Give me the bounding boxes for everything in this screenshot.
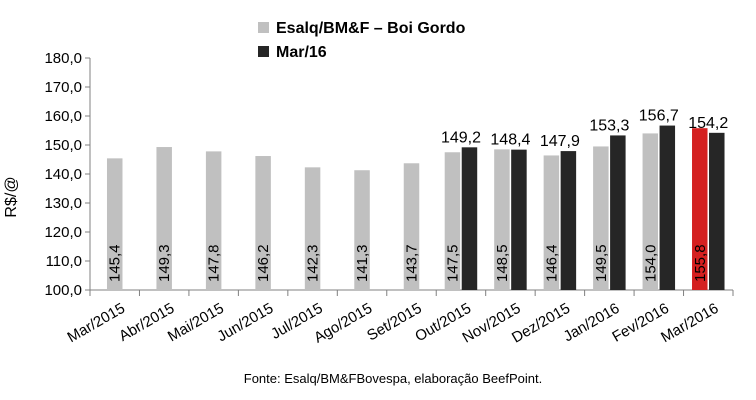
y-tick-label: 130,0 bbox=[44, 195, 82, 212]
data-label-series-2: 148,4 bbox=[490, 132, 530, 149]
bar-series-2 bbox=[610, 135, 626, 290]
source-note: Fonte: Esalq/BM&FBovespa, elaboração Bee… bbox=[244, 371, 542, 386]
x-tick-label: Jun/2015 bbox=[214, 300, 276, 346]
bar-series-1 bbox=[543, 155, 560, 290]
bar-series-2 bbox=[659, 125, 676, 290]
data-label-series-1: 148,5 bbox=[494, 244, 511, 282]
bar-series-1 bbox=[304, 167, 321, 290]
data-label-series-1: 149,5 bbox=[593, 244, 610, 282]
data-label-series-2: 156,7 bbox=[639, 108, 679, 125]
data-label-series-1: 147,8 bbox=[206, 244, 223, 282]
bar-series-1 bbox=[255, 156, 271, 290]
y-axis-label: R$/@ bbox=[3, 176, 20, 217]
y-tick-label: 170,0 bbox=[44, 79, 82, 96]
x-axis: Mar/2015Abr/2015Mai/2015Jun/2015Jul/2015… bbox=[65, 289, 734, 347]
data-label-series-1: 149,3 bbox=[156, 244, 173, 282]
bar-series-2 bbox=[709, 132, 725, 290]
legend-label-series-2: Mar/16 bbox=[276, 44, 327, 61]
data-label-series-2: 154,2 bbox=[688, 115, 728, 132]
y-tick-label: 100,0 bbox=[44, 282, 82, 299]
data-label-series-1: 141,3 bbox=[354, 244, 371, 282]
y-tick-label: 160,0 bbox=[44, 108, 82, 125]
x-tick-label: Mar/2016 bbox=[658, 300, 721, 346]
y-tick-label: 110,0 bbox=[46, 253, 82, 270]
data-label-series-1: 147,5 bbox=[444, 244, 461, 282]
data-label-series-2: 147,9 bbox=[540, 133, 580, 150]
y-tick-label: 140,0 bbox=[44, 166, 82, 183]
data-label-series-1: 142,3 bbox=[305, 244, 322, 282]
data-label-series-2: 149,2 bbox=[441, 129, 481, 146]
bar-series-1 bbox=[403, 163, 420, 290]
data-label-series-1: 145,4 bbox=[107, 244, 124, 282]
data-label-series-2: 153,3 bbox=[589, 117, 629, 134]
bar-series-2 bbox=[511, 149, 527, 290]
data-labels: 145,4 149,3 147,8 146,2 142,3 141,3 143,7 147,5… bbox=[107, 108, 729, 282]
legend-swatch-series-1 bbox=[258, 22, 269, 33]
data-label-series-1: 155,8 bbox=[692, 244, 709, 282]
bar-series-1 bbox=[444, 152, 461, 290]
bar-series-1 bbox=[354, 170, 370, 290]
bar-series-1 bbox=[156, 147, 172, 290]
bar-series-2 bbox=[461, 147, 478, 290]
bars bbox=[106, 125, 725, 290]
legend-swatch-series-2 bbox=[258, 46, 269, 57]
bar-series-1 bbox=[692, 128, 708, 290]
bar-series-1 bbox=[106, 158, 123, 290]
legend-label-series-1: Esalq/BM&F – Boi Gordo bbox=[276, 20, 466, 37]
data-label-series-1: 146,4 bbox=[543, 244, 560, 282]
bar-series-1 bbox=[642, 133, 659, 290]
bar-series-1 bbox=[205, 151, 222, 290]
data-label-series-1: 154,0 bbox=[642, 244, 659, 282]
y-tick-label: 150,0 bbox=[44, 137, 82, 154]
bar-series-2 bbox=[560, 151, 577, 290]
y-axis: 100,0 110,0 120,0 130,0 140,0 150,0 160,0 170,0… bbox=[44, 50, 91, 299]
x-tick-label: Mai/2015 bbox=[165, 300, 227, 346]
data-label-series-1: 146,2 bbox=[255, 244, 272, 282]
y-tick-label: 120,0 bbox=[44, 224, 82, 241]
y-tick-label: 180,0 bbox=[44, 50, 82, 67]
legend: Esalq/BM&F – Boi Gordo Mar/16 bbox=[258, 20, 466, 61]
bar-series-1 bbox=[593, 146, 609, 290]
bar-series-1 bbox=[494, 149, 510, 290]
x-tick-label: Mar/2015 bbox=[65, 300, 128, 346]
data-label-series-1: 143,7 bbox=[404, 244, 421, 282]
